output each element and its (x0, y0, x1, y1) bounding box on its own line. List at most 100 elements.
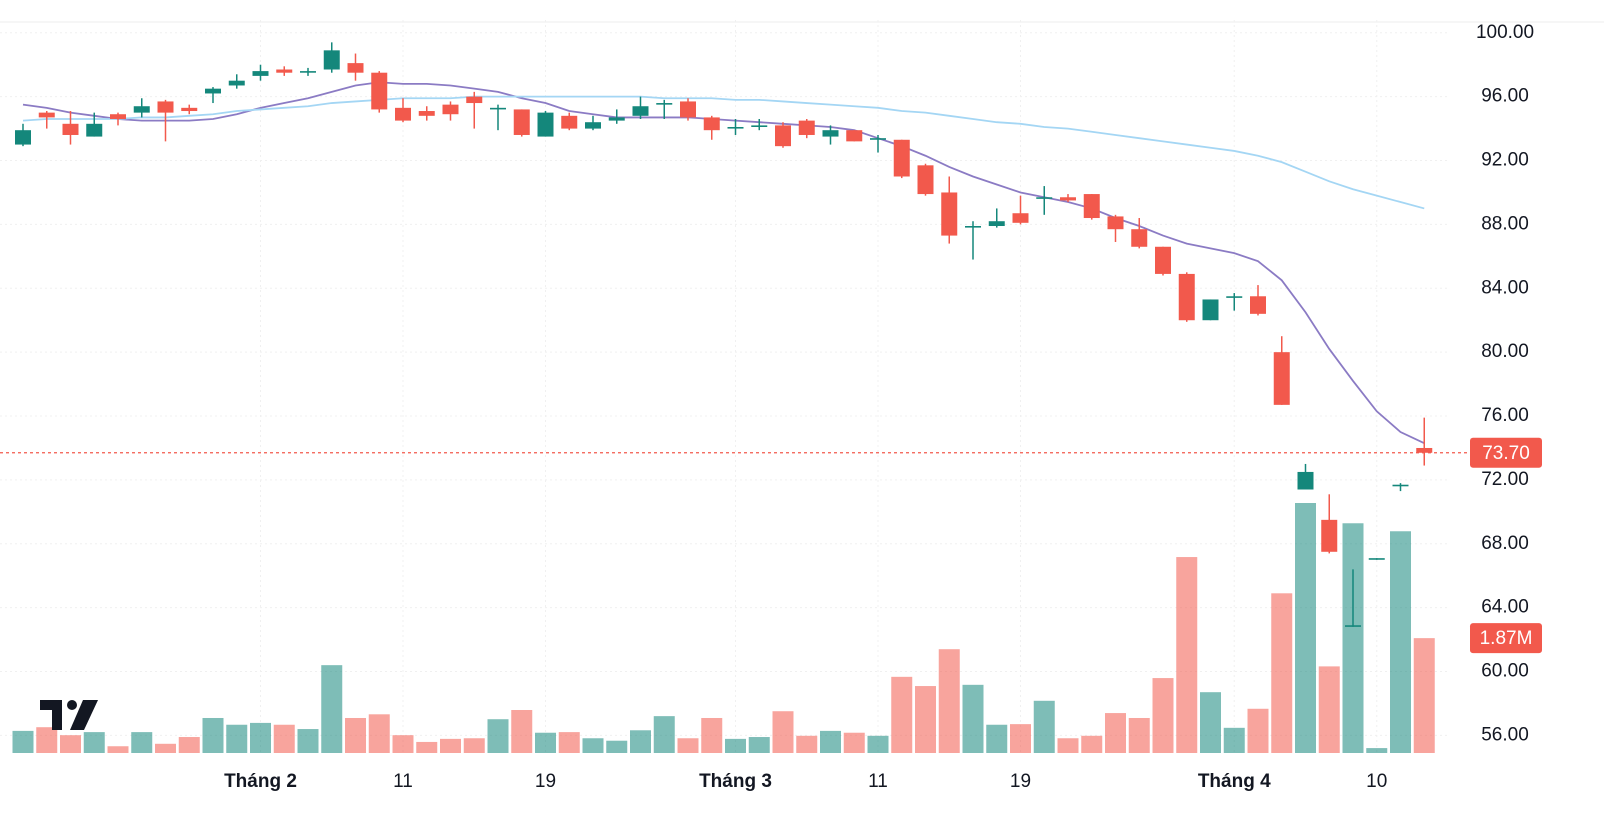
y-tick-label: 68.00 (1481, 533, 1529, 554)
moving-average (22, 81, 1425, 445)
volume-bar (606, 740, 628, 753)
volume-bar (1247, 708, 1269, 753)
candle-body (181, 107, 198, 112)
candle-body (1273, 352, 1290, 405)
candle-body (1202, 299, 1219, 321)
volume-bar (1057, 738, 1079, 753)
candle-body (893, 139, 910, 177)
volume-bar (891, 676, 913, 753)
candle-body (917, 165, 934, 195)
volume-bar (1271, 593, 1293, 753)
candle-body (133, 106, 150, 113)
candle-body (1250, 296, 1266, 314)
volume-bar (345, 717, 366, 753)
candle-body (513, 109, 530, 135)
volume-bar (178, 737, 200, 753)
x-tick-label: 19 (1010, 771, 1031, 792)
volume-bar (250, 722, 271, 753)
candle-body (1107, 216, 1124, 230)
volume-bar (772, 711, 794, 753)
x-tick-label: Tháng 2 (224, 771, 297, 792)
y-tick-label: 60.00 (1481, 661, 1529, 682)
volume-bar (915, 686, 936, 753)
volume-bar (986, 724, 1008, 753)
x-tick-label: 11 (868, 771, 888, 792)
x-tick-label: 11 (393, 771, 413, 792)
candle-body (703, 117, 720, 131)
y-tick-label: 64.00 (1481, 597, 1529, 618)
volume-bar (843, 732, 865, 753)
candle-body (656, 103, 673, 105)
volume-bar (1105, 713, 1126, 753)
candle-body (323, 50, 340, 70)
volume-bar (1200, 692, 1221, 753)
candle-body (1368, 558, 1385, 560)
volume-bar (1413, 638, 1435, 753)
x-tick-label: Tháng 3 (699, 771, 772, 792)
candle-body (1392, 484, 1409, 487)
volume-bar (1318, 666, 1340, 753)
logo-dot (67, 700, 77, 710)
candle-body (798, 120, 815, 135)
price-label: 73.70 (1482, 443, 1530, 464)
volume-bar (416, 741, 438, 753)
volume-bar (962, 684, 984, 753)
volume-bar (463, 738, 485, 753)
volume-bar (630, 730, 651, 753)
volume-bar (12, 730, 34, 753)
candle-body (1036, 197, 1053, 199)
volume-bar (1295, 503, 1316, 753)
candle-body (727, 126, 744, 129)
x-tick-label: Tháng 4 (1198, 771, 1271, 792)
candle-body (62, 123, 79, 135)
candle-body (941, 192, 958, 236)
ma-layer (22, 81, 1425, 445)
candle-body (395, 107, 411, 121)
candle-body (775, 125, 791, 147)
volume-bar (1081, 735, 1103, 753)
volume-bar (558, 732, 580, 753)
moving-average (22, 95, 1425, 210)
volume-bar (1010, 724, 1031, 753)
candle-body (751, 125, 768, 127)
volume-bar (677, 738, 699, 753)
candle-layer (15, 42, 1433, 627)
volume-bar (226, 724, 248, 753)
candle-body (1155, 246, 1171, 274)
logo (40, 700, 98, 730)
y-tick-label: 72.00 (1481, 469, 1529, 490)
volume-bar (321, 665, 343, 753)
logo-mark (40, 700, 62, 730)
candle-body (1321, 519, 1338, 552)
candle-body (38, 112, 55, 118)
volume-bar (1223, 727, 1245, 753)
price-badge (1470, 437, 1542, 468)
candle-body (1345, 625, 1361, 627)
candle-body (466, 96, 483, 104)
candle-body (442, 104, 459, 115)
volume-bar (440, 738, 461, 753)
candle-body (1297, 471, 1314, 490)
volume-bar (297, 729, 319, 753)
candle-body (846, 130, 863, 142)
candle-body (1131, 229, 1148, 247)
volume-bar (1366, 748, 1388, 753)
candle-body (205, 88, 221, 94)
candle-body (870, 138, 886, 140)
volume-bar (582, 738, 604, 753)
candle-body (632, 106, 649, 116)
candle-body (1012, 213, 1029, 223)
volume-bar (392, 735, 414, 753)
y-tick-label: 84.00 (1481, 277, 1529, 298)
y-tick-label: 76.00 (1481, 405, 1529, 426)
volume-bar (725, 738, 746, 753)
x-tick-label: 19 (535, 771, 556, 792)
candle-body (418, 111, 435, 116)
volume-bar (202, 717, 224, 753)
grid (0, 20, 1448, 753)
volume-bar (36, 727, 58, 753)
candle-body (680, 101, 696, 118)
candle-body (585, 122, 601, 129)
candle-body (822, 130, 839, 137)
